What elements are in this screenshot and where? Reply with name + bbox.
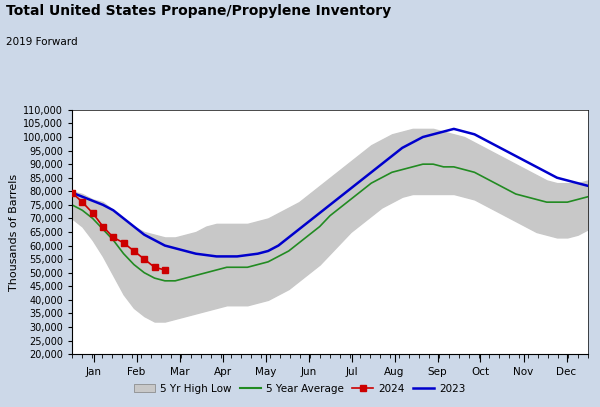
Text: Total United States Propane/Propylene Inventory: Total United States Propane/Propylene In… [6, 4, 391, 18]
Y-axis label: Thousands of Barrels: Thousands of Barrels [9, 173, 19, 291]
Text: 2019 Forward: 2019 Forward [6, 37, 77, 47]
Legend: 5 Yr High Low, 5 Year Average, 2024, 2023: 5 Yr High Low, 5 Year Average, 2024, 202… [130, 379, 470, 398]
